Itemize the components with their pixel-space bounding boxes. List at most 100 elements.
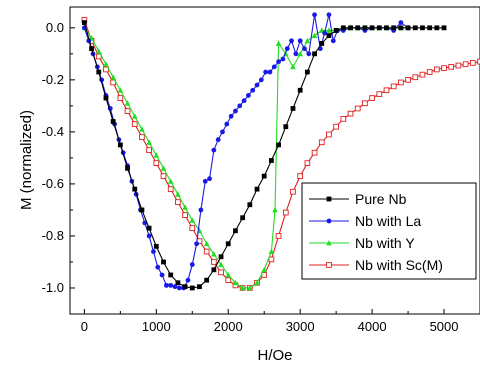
data-point-nb-with-sc-m [218, 269, 224, 276]
data-point-pure-nb [233, 228, 238, 234]
legend-swatch-marker [326, 196, 332, 202]
data-point-nb-with-la [224, 121, 230, 127]
data-point-pure-nb [204, 277, 210, 283]
data-point-nb-with-y [304, 37, 311, 44]
y-tick-label: -0.2 [42, 72, 64, 87]
data-point-pure-nb [247, 202, 253, 208]
data-point-nb-with-sc-m [153, 160, 160, 166]
data-point-nb-with-la [250, 87, 256, 93]
data-point-nb-with-y [268, 248, 275, 254]
data-point-pure-nb [269, 158, 274, 163]
data-point-pure-nb [326, 33, 332, 39]
data-point-nb-with-sc-m [469, 60, 476, 66]
data-point-nb-with-la [398, 20, 404, 26]
data-point-nb-with-sc-m [139, 134, 145, 140]
data-point-nb-with-sc-m [333, 123, 339, 130]
y-axis-title: M (normalized) [18, 110, 35, 210]
data-point-pure-nb [312, 51, 317, 57]
data-point-nb-with-sc-m [383, 87, 390, 94]
data-point-pure-nb [168, 272, 174, 278]
data-point-nb-with-la [159, 272, 165, 278]
data-point-nb-with-y [297, 50, 303, 57]
data-point-pure-nb [420, 25, 425, 31]
data-point-nb-with-la [172, 284, 178, 290]
data-point-pure-nb [103, 95, 109, 101]
series-nb-with-sc-m [81, 17, 480, 291]
data-point-nb-with-sc-m [390, 83, 397, 90]
data-point-pure-nb [175, 280, 181, 286]
data-point-nb-with-y [117, 87, 124, 93]
data-point-nb-with-y [103, 61, 109, 67]
x-tick-label: 1000 [142, 319, 171, 334]
data-point-nb-with-y [232, 279, 239, 286]
data-point-nb-with-sc-m [304, 160, 311, 166]
data-point-nb-with-la [293, 51, 299, 57]
data-point-nb-with-sc-m [448, 63, 455, 70]
data-point-nb-with-sc-m [441, 65, 447, 71]
data-point-nb-with-la [330, 38, 336, 44]
data-point-nb-with-sc-m [124, 108, 131, 114]
data-point-nb-with-la [163, 282, 169, 288]
data-point-nb-with-la [237, 103, 243, 109]
x-axis-ticks: 0 1000 2000 3000 4000 5000 [81, 309, 459, 334]
data-point-nb-with-sc-m [362, 100, 368, 107]
data-point-pure-nb [197, 284, 202, 290]
series-layer [81, 12, 480, 291]
data-point-nb-with-sc-m [433, 66, 440, 73]
data-point-nb-with-la [267, 69, 273, 75]
data-point-pure-nb [391, 25, 397, 31]
data-point-nb-with-sc-m [211, 259, 217, 265]
legend-label: Nb with Sc(M) [355, 257, 443, 273]
legend-item-nb-with-la: Nb with La [309, 213, 421, 229]
data-point-nb-with-sc-m [412, 74, 419, 81]
data-point-nb-with-la [146, 233, 152, 239]
data-point-pure-nb [125, 165, 130, 171]
data-point-nb-with-y [275, 40, 282, 46]
legend-label: Nb with Y [355, 235, 415, 251]
data-point-nb-with-sc-m [290, 188, 296, 195]
data-point-nb-with-la [284, 46, 290, 52]
data-point-nb-with-la [211, 147, 217, 153]
data-point-nb-with-y [203, 240, 210, 247]
data-point-nb-with-la [194, 241, 199, 247]
data-point-nb-with-y [139, 126, 145, 132]
data-point-nb-with-y [290, 63, 296, 70]
y-axis-ticks: 0.0 -0.2 -0.4 -0.6 -0.8 -1.0 [42, 20, 75, 295]
data-point-nb-with-la [198, 207, 204, 213]
data-point-nb-with-sc-m [477, 58, 480, 65]
series-pure-nb [81, 20, 447, 291]
data-point-nb-with-la [202, 178, 208, 184]
data-point-nb-with-la [233, 108, 238, 114]
data-point-nb-with-sc-m [369, 95, 375, 101]
data-point-pure-nb [117, 142, 123, 148]
data-point-nb-with-la [306, 51, 312, 57]
data-point-nb-with-la [263, 69, 269, 75]
data-point-nb-with-y [225, 271, 232, 278]
data-point-nb-with-sc-m [462, 61, 469, 68]
data-point-nb-with-y [167, 178, 174, 184]
data-point-pure-nb [290, 106, 296, 111]
data-point-nb-with-y [272, 206, 278, 213]
data-point-pure-nb [427, 25, 433, 31]
data-point-pure-nb [362, 25, 368, 31]
data-point-nb-with-la [189, 262, 195, 267]
data-point-nb-with-la [155, 264, 161, 270]
data-point-nb-with-y [124, 100, 131, 106]
data-point-nb-with-sc-m [182, 212, 188, 218]
data-point-nb-with-sc-m [268, 256, 275, 263]
data-point-nb-with-la [215, 137, 221, 143]
legend-label: Nb with La [355, 213, 421, 229]
data-point-nb-with-y [175, 191, 181, 197]
data-point-nb-with-sc-m [398, 79, 404, 86]
data-point-pure-nb [283, 124, 289, 130]
data-point-nb-with-sc-m [189, 225, 196, 231]
series-nb-with-la [81, 12, 411, 291]
data-point-nb-with-la [254, 82, 260, 88]
data-point-nb-with-la [176, 285, 182, 291]
data-point-pure-nb [132, 186, 138, 192]
data-point-pure-nb [369, 25, 375, 31]
x-axis-title: H/Oe [257, 347, 292, 364]
x-tick-label: 5000 [430, 319, 459, 334]
data-point-nb-with-la [220, 129, 225, 135]
